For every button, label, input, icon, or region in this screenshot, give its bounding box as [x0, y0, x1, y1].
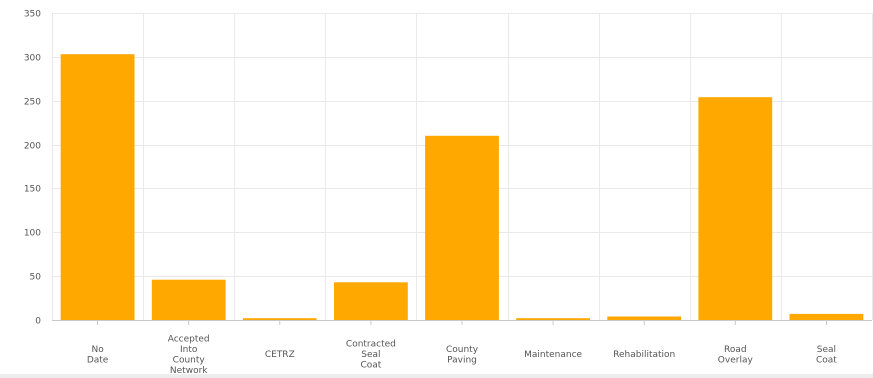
x-tick-label-line: County: [446, 345, 479, 355]
x-tick-label-line: Accepted: [168, 334, 210, 344]
y-tick-label: 350: [24, 10, 41, 20]
bottom-strip: [0, 374, 873, 378]
x-tick-label-line: Paving: [447, 355, 477, 365]
bar-8: [789, 313, 864, 320]
x-tick-label-line: Network: [170, 366, 208, 376]
x-tick-label: Contracted Seal Coat: [346, 340, 396, 371]
x-tick-label: County Paving: [446, 345, 479, 366]
y-tick-label: 50: [30, 273, 42, 283]
x-tick-label-line: Overlay: [718, 355, 754, 365]
x-tick-label: Maintenance: [524, 350, 582, 360]
x-tick-label: Road Overlay: [718, 345, 754, 366]
x-tick-label-line: Contracted: [346, 340, 396, 350]
y-tick-label: 150: [24, 185, 41, 195]
y-tick-label: 100: [24, 229, 41, 239]
bar-1: [151, 279, 226, 320]
bar-2: [242, 318, 317, 320]
x-tick-label-line: Date: [87, 355, 109, 365]
x-tick-label: Accepted Into County Network: [168, 334, 210, 376]
x-tick-label-line: County: [173, 355, 206, 365]
bar-4: [425, 135, 499, 320]
bar-3: [334, 282, 408, 320]
x-tick-label: Seal Coat: [816, 345, 837, 366]
x-tick-label-line: Road: [724, 345, 747, 355]
y-tick-label: 300: [24, 54, 41, 64]
x-tick-label: CETRZ: [265, 350, 295, 360]
y-tick-label: 0: [35, 317, 41, 327]
x-tick-label-line: CETRZ: [265, 350, 295, 360]
y-tick-label: 250: [24, 98, 41, 108]
bar-6: [607, 316, 682, 320]
x-tick-label-line: Maintenance: [524, 350, 582, 360]
x-tick-label: No Date: [87, 345, 109, 366]
x-tick-label-line: Seal: [361, 350, 380, 360]
x-tick-label-line: Rehabilitation: [613, 350, 675, 360]
bar-5: [516, 318, 590, 320]
x-tick-label-line: No: [91, 345, 104, 355]
y-tick-label: 200: [24, 142, 41, 152]
x-tick-label-line: Seal: [817, 345, 836, 355]
x-tick-label-line: Into: [180, 345, 198, 355]
bar-0: [60, 54, 135, 320]
x-tick-label: Rehabilitation: [613, 350, 675, 360]
x-tick-label-line: Coat: [360, 361, 381, 371]
x-tick-label-line: Coat: [816, 355, 837, 365]
bar-7: [698, 97, 773, 320]
